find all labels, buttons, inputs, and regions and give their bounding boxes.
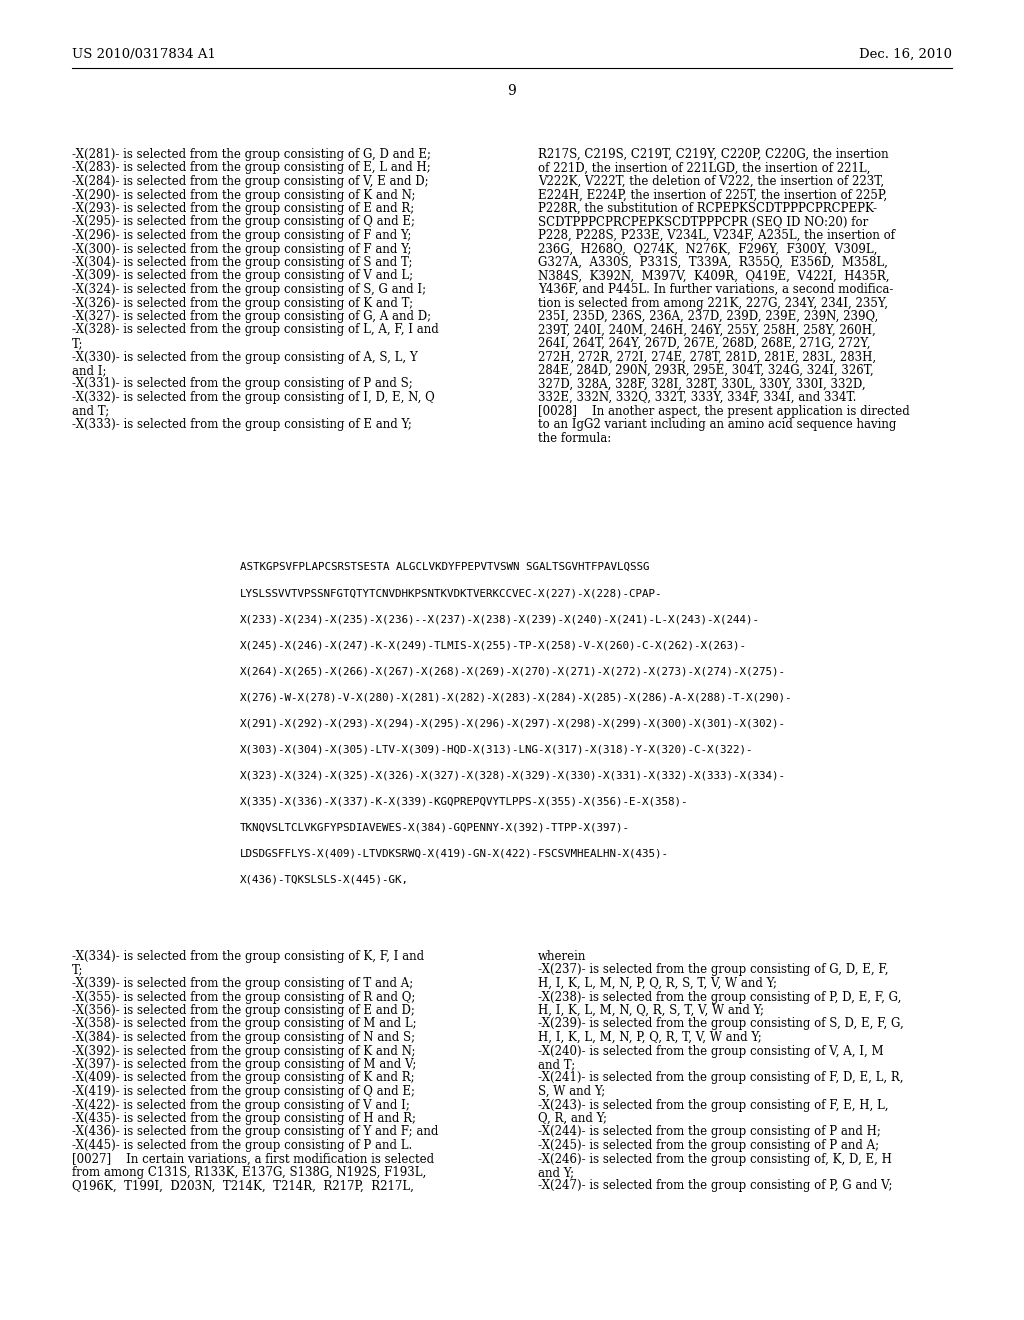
Text: -X(239)- is selected from the group consisting of S, D, E, F, G,: -X(239)- is selected from the group cons… — [538, 1018, 904, 1031]
Text: S, W and Y;: S, W and Y; — [538, 1085, 605, 1098]
Text: X(291)-X(292)-X(293)-X(294)-X(295)-X(296)-X(297)-X(298)-X(299)-X(300)-X(301)-X(3: X(291)-X(292)-X(293)-X(294)-X(295)-X(296… — [240, 718, 786, 729]
Text: to an IgG2 variant including an amino acid sequence having: to an IgG2 variant including an amino ac… — [538, 418, 896, 432]
Text: H, I, K, L, M, N, P, Q, R, T, V, W and Y;: H, I, K, L, M, N, P, Q, R, T, V, W and Y… — [538, 1031, 762, 1044]
Text: -X(392)- is selected from the group consisting of K and N;: -X(392)- is selected from the group cons… — [72, 1044, 416, 1057]
Text: -X(330)- is selected from the group consisting of A, S, L, Y: -X(330)- is selected from the group cons… — [72, 351, 418, 363]
Text: the formula:: the formula: — [538, 432, 611, 445]
Text: -X(328)- is selected from the group consisting of L, A, F, I and: -X(328)- is selected from the group cons… — [72, 323, 438, 337]
Text: T;: T; — [72, 337, 84, 350]
Text: [0028]    In another aspect, the present application is directed: [0028] In another aspect, the present ap… — [538, 404, 909, 417]
Text: -X(409)- is selected from the group consisting of K and R;: -X(409)- is selected from the group cons… — [72, 1072, 415, 1085]
Text: -X(244)- is selected from the group consisting of P and H;: -X(244)- is selected from the group cons… — [538, 1126, 881, 1138]
Text: -X(247)- is selected from the group consisting of P, G and V;: -X(247)- is selected from the group cons… — [538, 1180, 893, 1192]
Text: -X(355)- is selected from the group consisting of R and Q;: -X(355)- is selected from the group cons… — [72, 990, 416, 1003]
Text: 236G,  H268Q,  Q274K,  N276K,  F296Y,  F300Y,  V309L,: 236G, H268Q, Q274K, N276K, F296Y, F300Y,… — [538, 243, 878, 256]
Text: -X(358)- is selected from the group consisting of M and L;: -X(358)- is selected from the group cons… — [72, 1018, 417, 1031]
Text: V222K, V222T, the deletion of V222, the insertion of 223T,: V222K, V222T, the deletion of V222, the … — [538, 176, 884, 187]
Text: -X(332)- is selected from the group consisting of I, D, E, N, Q: -X(332)- is selected from the group cons… — [72, 391, 435, 404]
Text: -X(293)- is selected from the group consisting of E and R;: -X(293)- is selected from the group cons… — [72, 202, 415, 215]
Text: -X(327)- is selected from the group consisting of G, A and D;: -X(327)- is selected from the group cons… — [72, 310, 431, 323]
Text: -X(356)- is selected from the group consisting of E and D;: -X(356)- is selected from the group cons… — [72, 1005, 415, 1016]
Text: -X(435)- is selected from the group consisting of H and R;: -X(435)- is selected from the group cons… — [72, 1111, 416, 1125]
Text: R217S, C219S, C219T, C219Y, C220P, C220G, the insertion: R217S, C219S, C219T, C219Y, C220P, C220G… — [538, 148, 889, 161]
Text: -X(281)- is selected from the group consisting of G, D and E;: -X(281)- is selected from the group cons… — [72, 148, 431, 161]
Text: -X(238)- is selected from the group consisting of P, D, E, F, G,: -X(238)- is selected from the group cons… — [538, 990, 901, 1003]
Text: LDSDGSFFLYS-X(409)-LTVDKSRWQ-X(419)-GN-X(422)-FSCSVMHEALHN-X(435)-: LDSDGSFFLYS-X(409)-LTVDKSRWQ-X(419)-GN-X… — [240, 847, 669, 858]
Text: -X(237)- is selected from the group consisting of G, D, E, F,: -X(237)- is selected from the group cons… — [538, 964, 889, 977]
Text: -X(326)- is selected from the group consisting of K and T;: -X(326)- is selected from the group cons… — [72, 297, 413, 309]
Text: -X(300)- is selected from the group consisting of F and Y;: -X(300)- is selected from the group cons… — [72, 243, 412, 256]
Text: Q, R, and Y;: Q, R, and Y; — [538, 1111, 607, 1125]
Text: -X(397)- is selected from the group consisting of M and V;: -X(397)- is selected from the group cons… — [72, 1059, 417, 1071]
Text: TKNQVSLTCLVKGFYPSDIAVEWES-X(384)-GQPENNY-X(392)-TTPP-X(397)-: TKNQVSLTCLVKGFYPSDIAVEWES-X(384)-GQPENNY… — [240, 822, 630, 832]
Text: LYSLSSVVTVPSSNFGTQTYTCNVDHKPSNTKVDKTVERKCCVEC-X(227)-X(228)-CPAP-: LYSLSSVVTVPSSNFGTQTYTCNVDHKPSNTKVDKTVERK… — [240, 587, 663, 598]
Text: -X(334)- is selected from the group consisting of K, F, I and: -X(334)- is selected from the group cons… — [72, 950, 424, 964]
Text: E224H, E224P, the insertion of 225T, the insertion of 225P,: E224H, E224P, the insertion of 225T, the… — [538, 189, 887, 202]
Text: X(323)-X(324)-X(325)-X(326)-X(327)-X(328)-X(329)-X(330)-X(331)-X(332)-X(333)-X(3: X(323)-X(324)-X(325)-X(326)-X(327)-X(328… — [240, 770, 786, 780]
Text: US 2010/0317834 A1: US 2010/0317834 A1 — [72, 48, 216, 61]
Text: 239T, 240I, 240M, 246H, 246Y, 255Y, 258H, 258Y, 260H,: 239T, 240I, 240M, 246H, 246Y, 255Y, 258H… — [538, 323, 876, 337]
Text: -X(296)- is selected from the group consisting of F and Y;: -X(296)- is selected from the group cons… — [72, 228, 412, 242]
Text: X(245)-X(246)-X(247)-K-X(249)-TLMIS-X(255)-TP-X(258)-V-X(260)-C-X(262)-X(263)-: X(245)-X(246)-X(247)-K-X(249)-TLMIS-X(25… — [240, 640, 746, 649]
Text: 264I, 264T, 264Y, 267D, 267E, 268D, 268E, 271G, 272Y,: 264I, 264T, 264Y, 267D, 267E, 268D, 268E… — [538, 337, 870, 350]
Text: and I;: and I; — [72, 364, 106, 378]
Text: X(436)-TQKSLSLS-X(445)-GK,: X(436)-TQKSLSLS-X(445)-GK, — [240, 874, 409, 884]
Text: -X(283)- is selected from the group consisting of E, L and H;: -X(283)- is selected from the group cons… — [72, 161, 431, 174]
Text: and Y;: and Y; — [538, 1166, 574, 1179]
Text: X(264)-X(265)-X(266)-X(267)-X(268)-X(269)-X(270)-X(271)-X(272)-X(273)-X(274)-X(2: X(264)-X(265)-X(266)-X(267)-X(268)-X(269… — [240, 667, 786, 676]
Text: -X(333)- is selected from the group consisting of E and Y;: -X(333)- is selected from the group cons… — [72, 418, 412, 432]
Text: 332E, 332N, 332Q, 332T, 333Y, 334F, 334I, and 334T.: 332E, 332N, 332Q, 332T, 333Y, 334F, 334I… — [538, 391, 856, 404]
Text: X(335)-X(336)-X(337)-K-X(339)-KGQPREPQVYTLPPS-X(355)-X(356)-E-X(358)-: X(335)-X(336)-X(337)-K-X(339)-KGQPREPQVY… — [240, 796, 688, 807]
Text: [0027]    In certain variations, a first modification is selected: [0027] In certain variations, a first mo… — [72, 1152, 434, 1166]
Text: -X(384)- is selected from the group consisting of N and S;: -X(384)- is selected from the group cons… — [72, 1031, 415, 1044]
Text: P228R, the substitution of RCPEPKSCDTPPPCPRCPEPK-: P228R, the substitution of RCPEPKSCDTPPP… — [538, 202, 877, 215]
Text: 235I, 235D, 236S, 236A, 237D, 239D, 239E, 239N, 239Q,: 235I, 235D, 236S, 236A, 237D, 239D, 239E… — [538, 310, 879, 323]
Text: SCDTPPPCPRCPEPKSCDTPPPCPR (SEQ ID NO:20) for: SCDTPPPCPRCPEPKSCDTPPPCPR (SEQ ID NO:20)… — [538, 215, 868, 228]
Text: Q196K,  T199I,  D203N,  T214K,  T214R,  R217P,  R217L,: Q196K, T199I, D203N, T214K, T214R, R217P… — [72, 1180, 414, 1192]
Text: -X(241)- is selected from the group consisting of F, D, E, L, R,: -X(241)- is selected from the group cons… — [538, 1072, 903, 1085]
Text: 284E, 284D, 290N, 293R, 295E, 304T, 324G, 324I, 326T,: 284E, 284D, 290N, 293R, 295E, 304T, 324G… — [538, 364, 873, 378]
Text: -X(304)- is selected from the group consisting of S and T;: -X(304)- is selected from the group cons… — [72, 256, 413, 269]
Text: -X(324)- is selected from the group consisting of S, G and I;: -X(324)- is selected from the group cons… — [72, 282, 426, 296]
Text: -X(240)- is selected from the group consisting of V, A, I, M: -X(240)- is selected from the group cons… — [538, 1044, 884, 1057]
Text: -X(309)- is selected from the group consisting of V and L;: -X(309)- is selected from the group cons… — [72, 269, 413, 282]
Text: -X(245)- is selected from the group consisting of P and A;: -X(245)- is selected from the group cons… — [538, 1139, 880, 1152]
Text: wherein: wherein — [538, 950, 587, 964]
Text: -X(339)- is selected from the group consisting of T and A;: -X(339)- is selected from the group cons… — [72, 977, 414, 990]
Text: -X(422)- is selected from the group consisting of V and I;: -X(422)- is selected from the group cons… — [72, 1098, 410, 1111]
Text: 272H, 272R, 272I, 274E, 278T, 281D, 281E, 283L, 283H,: 272H, 272R, 272I, 274E, 278T, 281D, 281E… — [538, 351, 877, 363]
Text: Dec. 16, 2010: Dec. 16, 2010 — [859, 48, 952, 61]
Text: and T;: and T; — [538, 1059, 575, 1071]
Text: tion is selected from among 221K, 227G, 234Y, 234I, 235Y,: tion is selected from among 221K, 227G, … — [538, 297, 888, 309]
Text: -X(436)- is selected from the group consisting of Y and F; and: -X(436)- is selected from the group cons… — [72, 1126, 438, 1138]
Text: from among C131S, R133K, E137G, S138G, N192S, F193L,: from among C131S, R133K, E137G, S138G, N… — [72, 1166, 426, 1179]
Text: -X(243)- is selected from the group consisting of F, E, H, L,: -X(243)- is selected from the group cons… — [538, 1098, 889, 1111]
Text: -X(290)- is selected from the group consisting of K and N;: -X(290)- is selected from the group cons… — [72, 189, 416, 202]
Text: -X(295)- is selected from the group consisting of Q and E;: -X(295)- is selected from the group cons… — [72, 215, 415, 228]
Text: G327A,  A330S,  P331S,  T339A,  R355Q,  E356D,  M358L,: G327A, A330S, P331S, T339A, R355Q, E356D… — [538, 256, 888, 269]
Text: 327D, 328A, 328F, 328I, 328T, 330L, 330Y, 330I, 332D,: 327D, 328A, 328F, 328I, 328T, 330L, 330Y… — [538, 378, 865, 391]
Text: and T;: and T; — [72, 404, 110, 417]
Text: X(276)-W-X(278)-V-X(280)-X(281)-X(282)-X(283)-X(284)-X(285)-X(286)-A-X(288)-T-X(: X(276)-W-X(278)-V-X(280)-X(281)-X(282)-X… — [240, 692, 793, 702]
Text: -X(284)- is selected from the group consisting of V, E and D;: -X(284)- is selected from the group cons… — [72, 176, 429, 187]
Text: Y436F, and P445L. In further variations, a second modifica-: Y436F, and P445L. In further variations,… — [538, 282, 893, 296]
Text: -X(331)- is selected from the group consisting of P and S;: -X(331)- is selected from the group cons… — [72, 378, 413, 391]
Text: T;: T; — [72, 964, 84, 977]
Text: -X(246)- is selected from the group consisting of, K, D, E, H: -X(246)- is selected from the group cons… — [538, 1152, 892, 1166]
Text: -X(445)- is selected from the group consisting of P and L.: -X(445)- is selected from the group cons… — [72, 1139, 413, 1152]
Text: X(303)-X(304)-X(305)-LTV-X(309)-HQD-X(313)-LNG-X(317)-X(318)-Y-X(320)-C-X(322)-: X(303)-X(304)-X(305)-LTV-X(309)-HQD-X(31… — [240, 744, 754, 754]
Text: P228, P228S, P233E, V234L, V234F, A235L, the insertion of: P228, P228S, P233E, V234L, V234F, A235L,… — [538, 228, 895, 242]
Text: 9: 9 — [508, 84, 516, 98]
Text: N384S,  K392N,  M397V,  K409R,  Q419E,  V422I,  H435R,: N384S, K392N, M397V, K409R, Q419E, V422I… — [538, 269, 890, 282]
Text: -X(419)- is selected from the group consisting of Q and E;: -X(419)- is selected from the group cons… — [72, 1085, 415, 1098]
Text: X(233)-X(234)-X(235)-X(236)--X(237)-X(238)-X(239)-X(240)-X(241)-L-X(243)-X(244)-: X(233)-X(234)-X(235)-X(236)--X(237)-X(23… — [240, 614, 760, 624]
Text: ASTKGPSVFPLAPCSRSTSESTA ALGCLVKDYFPEPVTVSWN SGALTSGVHTFPAVLQSSG: ASTKGPSVFPLAPCSRSTSESTA ALGCLVKDYFPEPVTV… — [240, 562, 649, 572]
Text: H, I, K, L, M, N, P, Q, R, S, T, V, W and Y;: H, I, K, L, M, N, P, Q, R, S, T, V, W an… — [538, 977, 777, 990]
Text: H, I, K, L, M, N, Q, R, S, T, V, W and Y;: H, I, K, L, M, N, Q, R, S, T, V, W and Y… — [538, 1005, 764, 1016]
Text: of 221D, the insertion of 221LGD, the insertion of 221L,: of 221D, the insertion of 221LGD, the in… — [538, 161, 870, 174]
